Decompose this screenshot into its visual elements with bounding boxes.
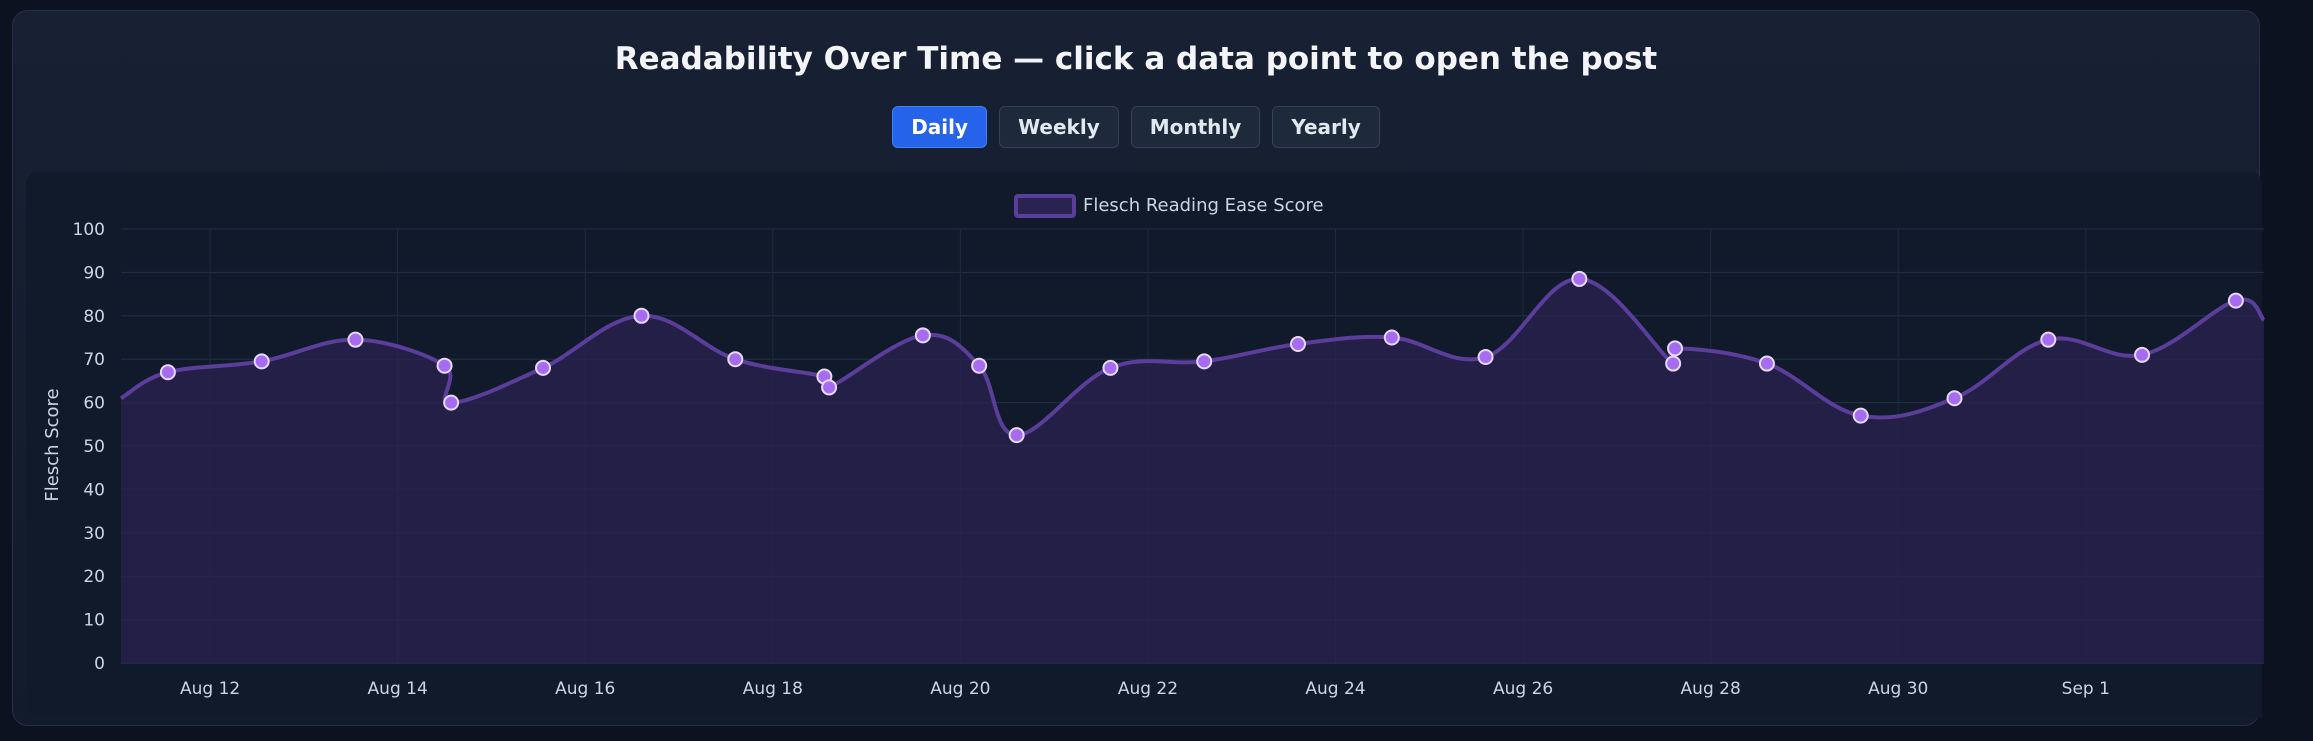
data-point[interactable] — [1667, 340, 1684, 357]
y-tick-label: 30 — [83, 524, 105, 544]
data-point[interactable] — [436, 357, 453, 374]
tab-daily[interactable]: Daily — [892, 106, 988, 148]
data-point[interactable] — [1196, 353, 1213, 370]
x-tick-label: Aug 30 — [1868, 679, 1928, 699]
x-tick-label: Aug 24 — [1305, 679, 1365, 699]
tab-weekly[interactable]: Weekly — [999, 106, 1119, 148]
y-tick-label: 90 — [83, 263, 105, 283]
x-tick-label: Aug 12 — [180, 679, 240, 699]
data-point[interactable] — [971, 357, 988, 374]
data-point[interactable] — [2134, 346, 2151, 363]
legend[interactable]: Flesch Reading Ease Score — [1014, 194, 1324, 218]
tab-monthly[interactable]: Monthly — [1130, 106, 1261, 148]
y-tick-label: 80 — [83, 307, 105, 327]
data-point[interactable] — [821, 379, 838, 396]
y-axis-title: Flesch Score — [42, 388, 63, 501]
tab-yearly[interactable]: Yearly — [1272, 106, 1380, 148]
data-point[interactable] — [914, 327, 931, 344]
data-point[interactable] — [2227, 292, 2244, 309]
data-point[interactable] — [727, 351, 744, 368]
data-point[interactable] — [535, 359, 552, 376]
data-point[interactable] — [1477, 349, 1494, 366]
data-point[interactable] — [2040, 331, 2057, 348]
data-point[interactable] — [1008, 427, 1025, 444]
chart-title: Readability Over Time — click a data poi… — [614, 41, 1658, 77]
y-tick-label: 70 — [83, 350, 105, 370]
data-points — [159, 270, 2244, 444]
data-point[interactable] — [633, 307, 650, 324]
area-layer — [121, 278, 2264, 663]
x-tick-label: Aug 18 — [743, 679, 803, 699]
y-tick-label: 100 — [73, 220, 105, 240]
y-tick-label: 20 — [83, 567, 105, 587]
data-point[interactable] — [1290, 336, 1307, 353]
data-point[interactable] — [1852, 407, 1869, 424]
data-point[interactable] — [253, 353, 270, 370]
time-range-tabs: Daily Weekly Monthly Yearly — [13, 106, 2259, 148]
y-tick-label: 10 — [83, 611, 105, 631]
y-tick-label: 60 — [83, 394, 105, 414]
legend-label: Flesch Reading Ease Score — [1083, 195, 1324, 216]
x-tick-label: Aug 16 — [555, 679, 615, 699]
data-point[interactable] — [1665, 355, 1682, 372]
x-tick-label: Aug 26 — [1493, 679, 1553, 699]
x-tick-label: Sep 1 — [2062, 679, 2110, 699]
data-point[interactable] — [1946, 390, 1963, 407]
y-axis-ticks: 0 10 20 30 40 50 60 70 80 90 100 — [73, 220, 105, 674]
data-point[interactable] — [347, 331, 364, 348]
legend-swatch — [1014, 194, 1076, 218]
series-area — [121, 278, 2264, 663]
x-tick-label: Aug 28 — [1681, 679, 1741, 699]
data-point[interactable] — [1102, 359, 1119, 376]
x-tick-label: Aug 22 — [1118, 679, 1178, 699]
x-axis-ticks: Aug 12 Aug 14 Aug 16 Aug 18 Aug 20 Aug 22 Aug … — [180, 679, 2110, 699]
data-point[interactable] — [159, 364, 176, 381]
data-point[interactable] — [1758, 355, 1775, 372]
x-tick-label: Aug 20 — [930, 679, 990, 699]
y-tick-label: 0 — [94, 654, 105, 674]
y-tick-label: 40 — [83, 480, 105, 500]
data-point[interactable] — [1571, 270, 1588, 287]
data-point[interactable] — [1383, 329, 1400, 346]
y-tick-label: 50 — [83, 437, 105, 457]
data-point[interactable] — [443, 394, 460, 411]
x-tick-label: Aug 14 — [368, 679, 428, 699]
